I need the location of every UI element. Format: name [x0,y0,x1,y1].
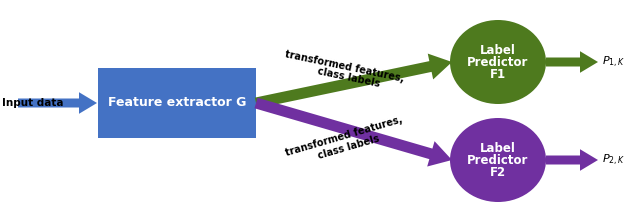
Polygon shape [18,92,97,114]
Text: Predictor: Predictor [467,153,529,167]
Polygon shape [255,98,452,167]
Ellipse shape [450,20,546,104]
Polygon shape [546,149,598,171]
Text: F1: F1 [490,68,506,80]
Polygon shape [255,54,452,108]
Text: class labels: class labels [317,66,381,89]
Text: $P_{1,K}$: $P_{1,K}$ [602,55,625,70]
Text: Input data: Input data [2,98,63,108]
Text: Feature extractor G: Feature extractor G [108,97,246,110]
Text: transformed features,: transformed features, [284,115,404,158]
Polygon shape [546,51,598,73]
Text: Label: Label [480,141,516,154]
Text: Label: Label [480,43,516,56]
Text: transformed features,: transformed features, [284,49,404,84]
FancyBboxPatch shape [98,68,256,138]
Text: Predictor: Predictor [467,56,529,69]
Text: F2: F2 [490,166,506,178]
Text: $P_{2,K}$: $P_{2,K}$ [602,152,625,168]
Text: class labels: class labels [317,134,381,161]
Ellipse shape [450,118,546,202]
